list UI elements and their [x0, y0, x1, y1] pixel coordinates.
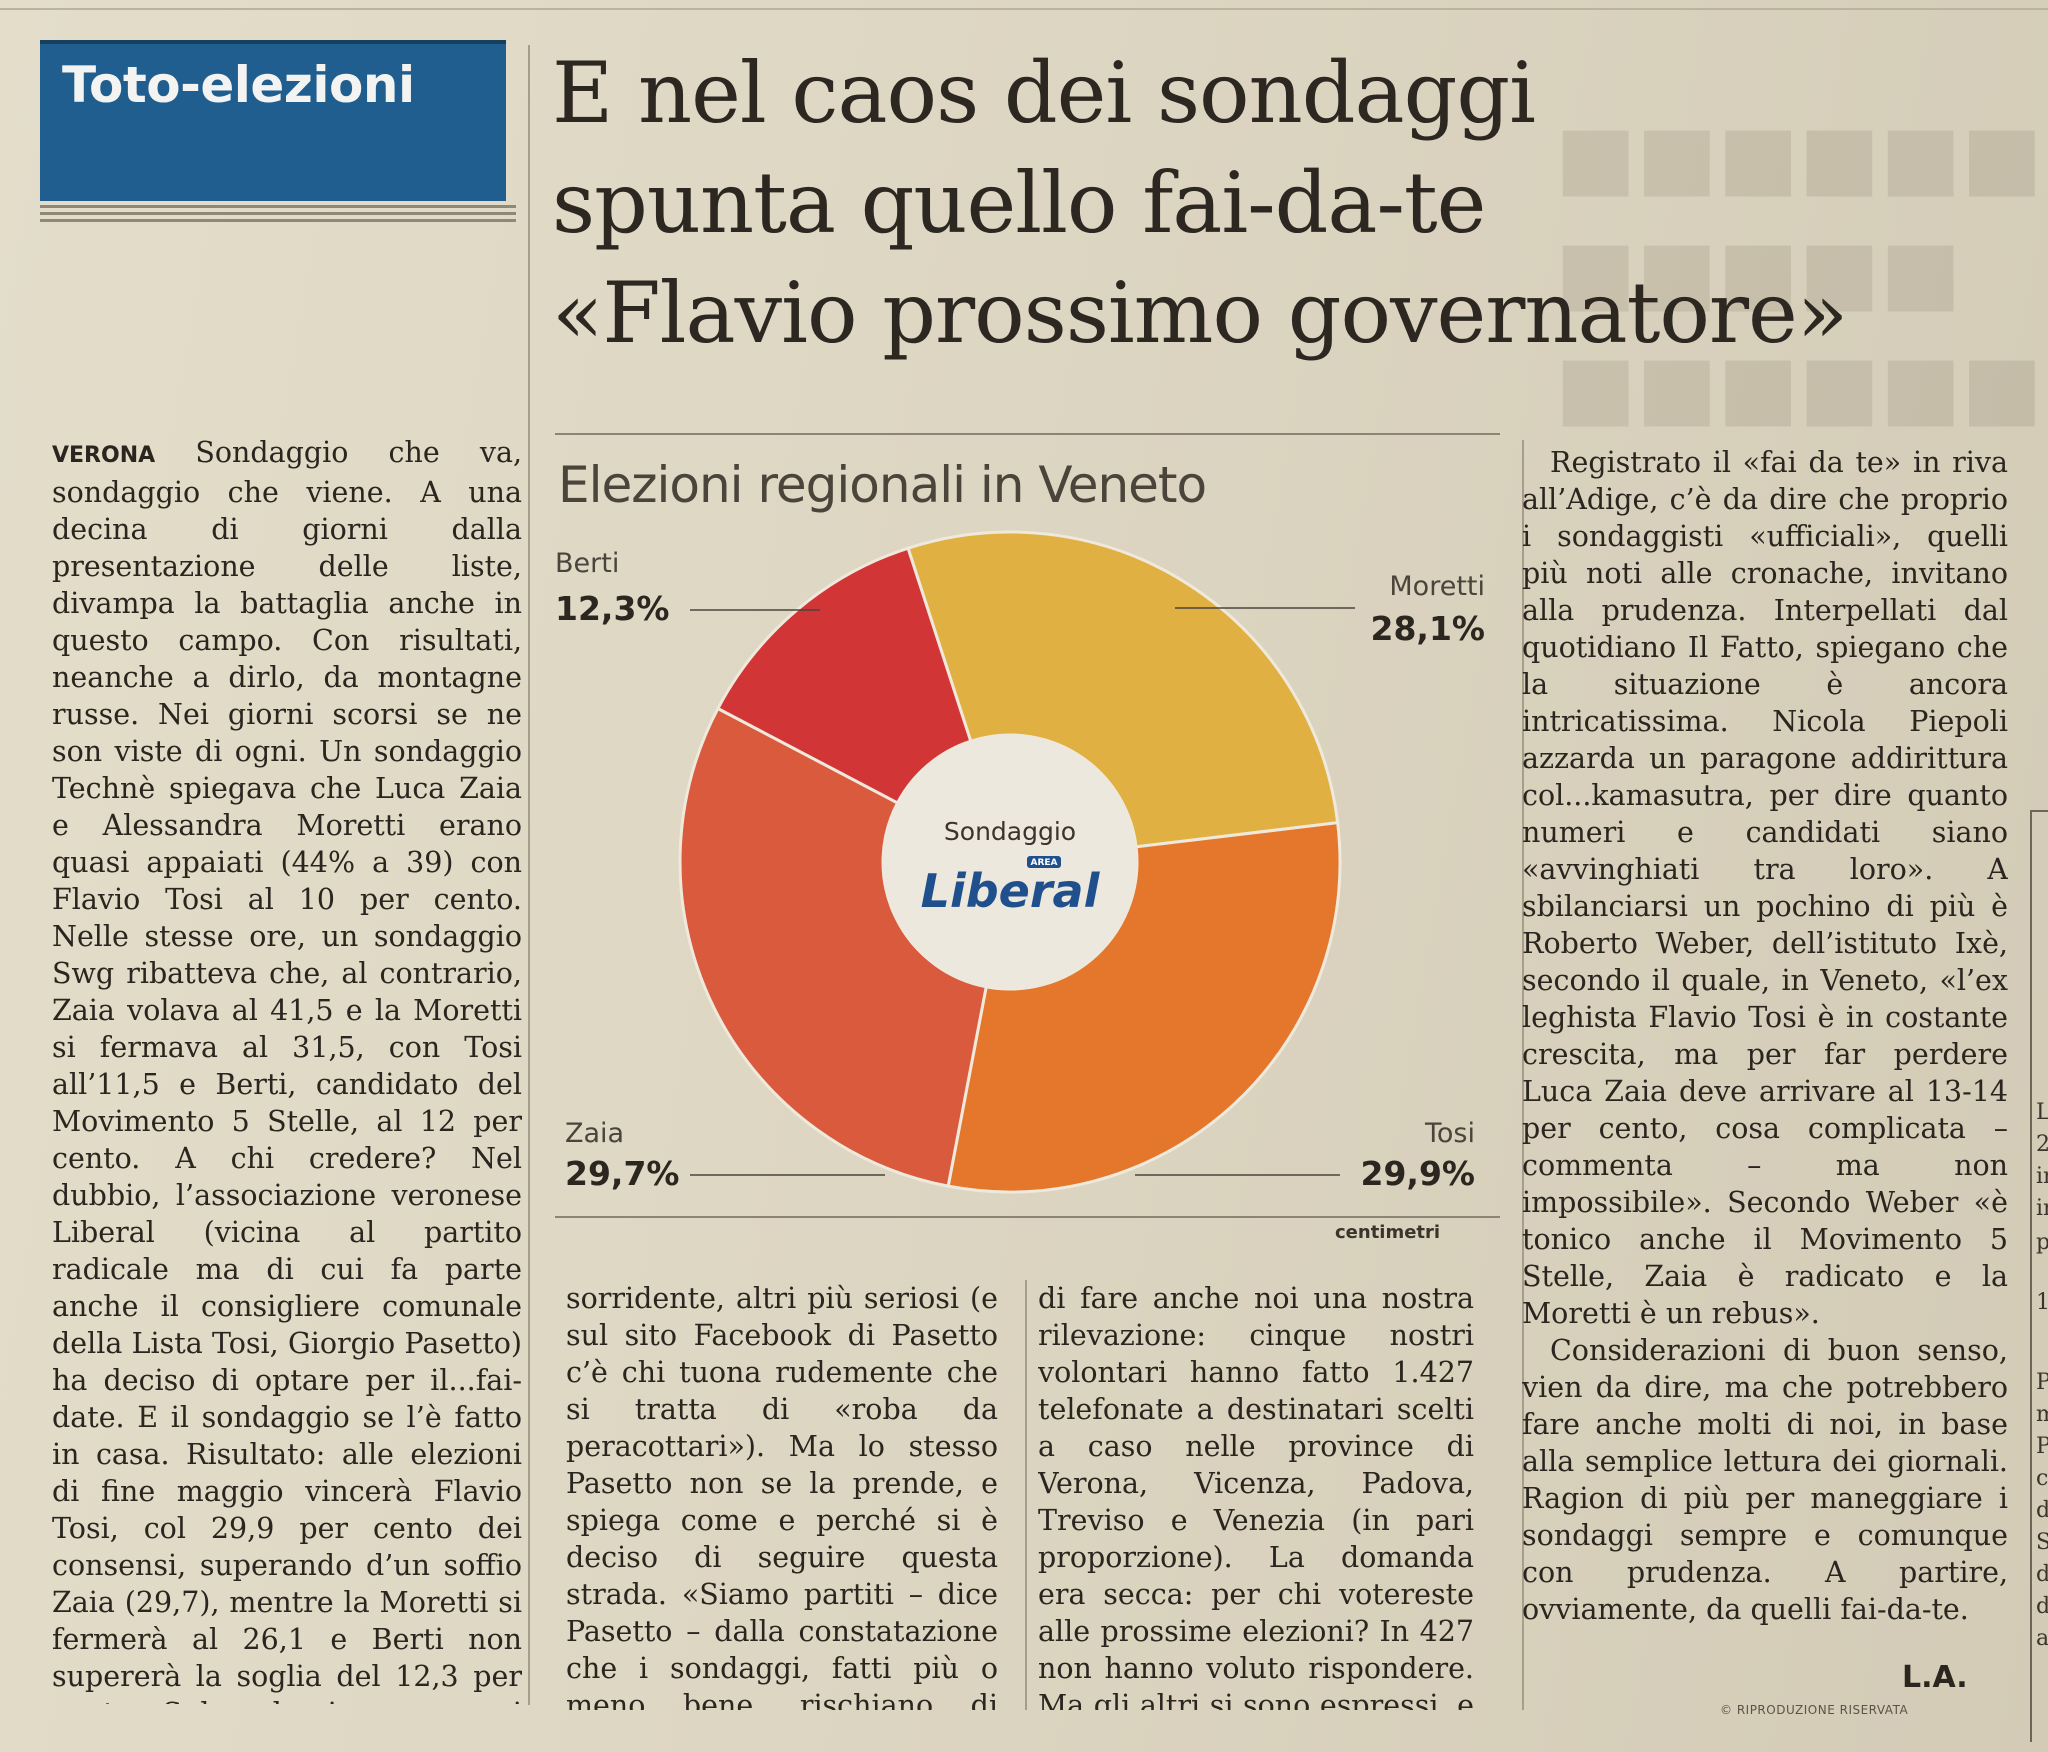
edge-fragment: L [2036, 1100, 2048, 1125]
headline-line-2: spunta quello fai-da-te [552, 154, 1486, 252]
slice-name-moretti: Moretti [1389, 571, 1485, 602]
kicker-rules [40, 205, 516, 235]
brand-badge [1027, 856, 1061, 868]
edge-fragment: ir [2036, 1196, 2048, 1221]
donut-chart: Sondaggio AREA Liberal Moretti 28,1% Tosi 2… [555, 530, 1486, 1194]
author-signoff: L.A. [1902, 1660, 1968, 1695]
chart-title: Elezioni regionali in Veneto [558, 456, 1207, 514]
edge-fragment: au [2036, 1626, 2048, 1651]
edge-fragment: 1) [2036, 1290, 2048, 1315]
column-rule-right [1522, 440, 1524, 1710]
article-column-4: Registrato il «fai da te» in riva all’Ad… [1522, 444, 2008, 1659]
center-label: Sondaggio [944, 817, 1076, 846]
headline-line-3: «Flavio prossimo governatore» [552, 264, 1848, 362]
brand-small-label: AREA [1030, 858, 1057, 868]
edge-fragment: p [2036, 1230, 2048, 1255]
column-2-text: sorridente, altri più seriosi (e sul sit… [566, 1282, 998, 1710]
edge-fragment: 2 [2036, 1132, 2048, 1157]
column-4-para-2: Considerazioni di buon senso, vien da di… [1522, 1334, 2008, 1626]
column-4-para-1: Registrato il «fai da te» in riva all’Ad… [1522, 446, 2008, 1330]
edge-fragment: P [2036, 1370, 2048, 1395]
article-column-1: VERONA Sondaggio che va, sondaggio che v… [52, 434, 522, 1704]
edge-fragment: m [2036, 1402, 2048, 1427]
slice-value-tosi: 29,9% [1361, 1154, 1476, 1193]
slice-value-berti: 12,3% [555, 589, 670, 628]
column-rule-middle [1025, 1280, 1027, 1710]
column-1-text: Sondaggio che va, sondaggio che viene. A… [52, 436, 522, 1704]
chart-bottom-rule [555, 1216, 1500, 1218]
slice-value-zaia: 29,7% [565, 1154, 680, 1193]
column-rule-left [528, 45, 530, 1705]
brand-logo-text: Liberal [921, 864, 1101, 918]
column-3-text: di fare anche noi una nostra rilevazione… [1038, 1282, 1474, 1710]
show-through-text: ■■■■■■■■■■■■■■■■■■ [1555, 107, 2048, 437]
headline: E nel caos dei sondaggi spunta quello fa… [552, 38, 1972, 368]
page-top-rule [0, 8, 2048, 10]
slice-value-moretti: 28,1% [1371, 609, 1486, 648]
dateline: VERONA [52, 443, 156, 468]
section-kicker: Toto-elezioni [40, 40, 506, 201]
copyright-notice: © RIPRODUZIONE RISERVATA [1720, 1703, 1909, 1717]
slice-name-berti: Berti [555, 548, 619, 579]
headline-line-1: E nel caos dei sondaggi [552, 44, 1536, 142]
edge-fragment: Pe [2036, 1434, 2048, 1459]
edge-fragment: da [2036, 1498, 2048, 1523]
edge-fragment: Si [2036, 1530, 2048, 1555]
article-column-3: di fare anche noi una nostra rilevazione… [1038, 1280, 1474, 1710]
edge-fragment: ca [2036, 1466, 2048, 1491]
graphic-credit: centimetri [1335, 1222, 1441, 1243]
donut-hole [883, 735, 1137, 989]
edge-fragment: do [2036, 1562, 2048, 1587]
chart-top-rule [555, 433, 1500, 435]
slice-name-tosi: Tosi [1424, 1118, 1475, 1149]
edge-fragment: ir [2036, 1164, 2048, 1189]
kicker-label: Toto-elezioni [62, 56, 415, 114]
edge-fragment: di [2036, 1594, 2048, 1619]
article-column-2: sorridente, altri più seriosi (e sul sit… [566, 1280, 998, 1710]
slice-name-zaia: Zaia [565, 1118, 624, 1149]
adjacent-article-frame [2030, 810, 2048, 1742]
